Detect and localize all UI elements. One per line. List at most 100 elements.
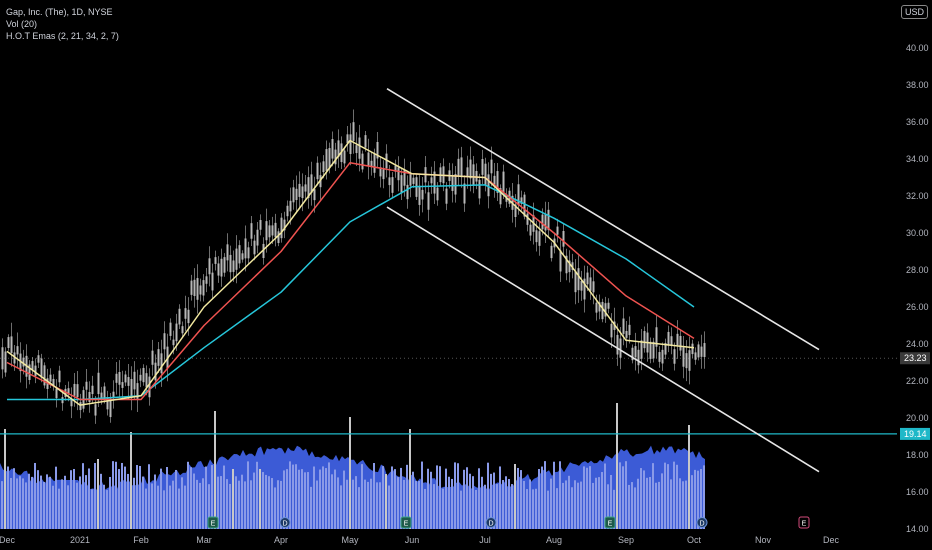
candle-body	[640, 340, 643, 359]
volume-bar	[352, 479, 354, 529]
candle-body	[520, 197, 523, 204]
volume-bar	[163, 490, 165, 529]
volume-bar	[97, 459, 99, 529]
volume-indicator-line[interactable]: Vol (20)	[6, 19, 38, 29]
volume-bar	[43, 481, 45, 529]
candle-body	[76, 384, 79, 398]
candle-body	[136, 383, 139, 399]
candle-body	[52, 378, 55, 386]
candle-body	[310, 174, 313, 193]
candle-body	[217, 263, 220, 276]
volume-bar	[616, 403, 618, 529]
symbol-line[interactable]: Gap, Inc. (The), 1D, NYSE	[6, 7, 113, 17]
volume-bar	[688, 425, 690, 529]
y-tick-label: 28.00	[906, 265, 929, 275]
candle-body	[121, 382, 124, 388]
candle-body	[97, 372, 100, 395]
volume-bar	[28, 473, 30, 529]
channel-upper-line[interactable]	[386, 88, 820, 351]
volume-bar	[643, 470, 645, 529]
volume-bar	[487, 462, 489, 529]
volume-bar	[241, 474, 243, 529]
volume-bar	[607, 484, 609, 529]
volume-bar	[202, 478, 204, 529]
volume-bar	[280, 480, 282, 529]
candle-body	[277, 231, 280, 244]
volume-bar	[139, 465, 141, 529]
dividend-marker[interactable]: D	[279, 517, 291, 528]
volume-bar	[253, 472, 255, 529]
volume-bar	[268, 476, 270, 529]
y-tick-label: 26.00	[906, 302, 929, 312]
y-tick-label: 24.00	[906, 339, 929, 349]
volume-bar	[85, 475, 87, 529]
volume-bar	[460, 490, 462, 529]
currency-badge[interactable]: USD	[900, 5, 928, 19]
volume-bar	[526, 489, 528, 529]
candle-body	[70, 399, 73, 407]
channel-lower-line[interactable]	[386, 206, 820, 473]
x-tick-label: Sep	[618, 535, 634, 545]
candle-body	[595, 302, 598, 313]
candle-body	[556, 226, 559, 235]
volume-bar	[703, 465, 705, 529]
volume-bar	[418, 480, 420, 529]
dividend-marker[interactable]: D	[485, 517, 497, 528]
volume-bar	[295, 464, 297, 529]
volume-bar	[394, 469, 396, 529]
dividend-marker[interactable]: D	[696, 517, 708, 528]
candle-body	[430, 177, 433, 184]
volume-bar	[325, 468, 327, 529]
volume-bar	[427, 468, 429, 529]
volume-bar	[478, 468, 480, 529]
candle-body	[85, 381, 88, 390]
y-tick-label: 30.00	[906, 228, 929, 238]
candle-body	[391, 177, 394, 193]
volume-bar	[676, 464, 678, 529]
ema-slow-line[interactable]	[7, 184, 695, 401]
candle-body	[175, 323, 178, 342]
volume-bar	[409, 429, 411, 529]
earnings-marker[interactable]: E	[604, 516, 616, 529]
candle-body	[88, 392, 91, 402]
volume-bar	[595, 477, 597, 529]
candle-body	[649, 341, 652, 359]
volume-bar	[220, 476, 222, 529]
volume-bar	[640, 468, 642, 529]
candle-body	[580, 281, 583, 291]
volume-bar	[82, 463, 84, 529]
candle-body	[193, 279, 196, 296]
y-axis: 40.00 38.00 36.00 34.00 32.00 30.00 28.00 26.00…	[906, 43, 929, 534]
candle-body	[244, 238, 247, 259]
candle-body	[643, 331, 646, 349]
volume-bar	[685, 480, 687, 529]
candle-body	[535, 230, 538, 243]
ema-indicator-line[interactable]: H.O.T Emas (2, 21, 34, 2, 7)	[6, 31, 119, 41]
earnings-marker[interactable]: E	[400, 516, 412, 529]
candle-body	[28, 364, 31, 380]
candle-body	[190, 280, 193, 295]
volume-bar	[76, 482, 78, 529]
ema-fast-line[interactable]	[6, 139, 695, 406]
x-tick-label: Jun	[405, 535, 420, 545]
candle-body	[16, 346, 19, 355]
candle-body	[676, 333, 679, 346]
volume-bar	[700, 468, 702, 529]
candle-body	[325, 149, 328, 171]
candle-body	[436, 187, 439, 201]
candle-body	[154, 362, 157, 381]
volume-bar	[235, 476, 237, 529]
candle-body	[343, 150, 346, 164]
candle-body	[673, 349, 676, 364]
volume-bar	[625, 461, 627, 529]
earnings-marker[interactable]: E	[798, 516, 810, 529]
volume-bar	[388, 485, 390, 529]
y-tick-label: 16.00	[906, 487, 929, 497]
candle-body	[691, 343, 694, 355]
volume-bar	[121, 462, 123, 529]
candle-body	[694, 352, 697, 360]
earnings-marker[interactable]: E	[207, 516, 219, 529]
candle-body	[58, 370, 61, 383]
